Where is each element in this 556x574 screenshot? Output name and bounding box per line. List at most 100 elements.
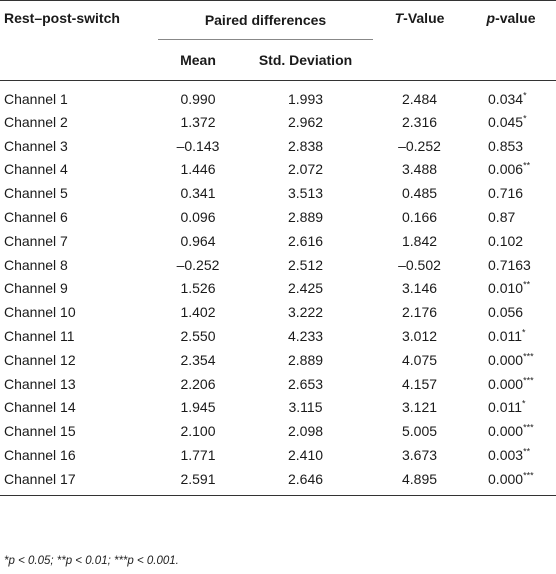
p-value-number: 0.716	[488, 185, 524, 202]
cell-std: 2.889	[287, 209, 324, 226]
cell-channel: Channel 6	[4, 209, 68, 226]
cell-p-value: 0.000***	[466, 372, 556, 396]
table-row: Channel 9 1.526 2.425 3.146 0.010**	[0, 277, 556, 301]
cell-channel: Channel 3	[4, 137, 68, 154]
p-value-number: 0.034	[488, 90, 524, 107]
cell-p-value: 0.716	[466, 181, 556, 205]
cell-p-value: 0.045*	[466, 110, 556, 134]
cell-channel: Channel 17	[0, 466, 158, 496]
significance-marker: *	[522, 327, 526, 338]
cell-p-value: 0.000***	[466, 419, 556, 443]
cell-mean: 0.341	[180, 185, 216, 202]
cell-std: 3.222	[287, 304, 324, 321]
cell-p-value: 0.006**	[466, 158, 556, 182]
cell-mean: 2.591	[158, 466, 238, 496]
cell-p-value: 0.011*	[466, 324, 556, 348]
cell-channel: Channel 4	[4, 161, 68, 178]
significance-marker: ***	[523, 375, 534, 385]
cell-channel: Channel 2	[4, 113, 68, 130]
cell-mean: 1.771	[180, 447, 216, 464]
cell-std: 2.889	[287, 351, 324, 368]
cell-channel: Channel 1	[4, 90, 68, 107]
cell-mean: 1.402	[180, 304, 216, 321]
header-t-suffix: -Value	[403, 10, 445, 26]
cell-mean: 1.945	[180, 399, 216, 416]
p-value-number: 0.7163	[488, 256, 531, 273]
table-footnote: *p < 0.05; **p < 0.01; ***p < 0.001.	[4, 555, 179, 567]
cell-channel: Channel 5	[4, 185, 68, 202]
cell-mean: 0.096	[180, 209, 216, 226]
significance-marker: **	[523, 279, 531, 290]
p-value-number: 0.102	[488, 232, 524, 249]
cell-t-value: 0.485	[401, 185, 438, 202]
cell-channel: Channel 16	[4, 447, 76, 464]
cell-channel: Channel 13	[4, 375, 76, 392]
cell-p-value: 0.034*	[466, 81, 556, 111]
significance-marker: **	[523, 446, 531, 457]
cell-mean: –0.252	[176, 256, 220, 273]
p-value-number: 0.003	[488, 447, 524, 464]
table-row: Channel 11 2.550 4.233 3.012 0.011*	[0, 324, 556, 348]
p-value-number: 0.853	[488, 137, 524, 154]
cell-t-value: 2.484	[401, 90, 438, 107]
cell-std: 2.838	[287, 137, 324, 154]
cell-p-value: 0.102	[466, 229, 556, 253]
header-paired-differences: Paired differences	[158, 0, 374, 40]
p-value-number: 0.011	[488, 399, 523, 416]
table-row: Channel 1 0.990 1.993 2.484 0.034*	[0, 81, 556, 111]
significance-marker: ***	[523, 470, 534, 481]
table-row: Channel 5 0.341 3.513 0.485 0.716	[0, 181, 556, 205]
cell-std: 2.072	[287, 161, 324, 178]
cell-t-value: 4.895	[373, 466, 467, 496]
header-t-value: T-Value	[373, 0, 467, 81]
header-p-letter: p	[486, 10, 496, 26]
cell-t-value: 2.176	[401, 304, 438, 321]
cell-t-value: 3.488	[401, 161, 438, 178]
cell-p-value: 0.011*	[466, 396, 556, 420]
cell-channel: Channel 8	[4, 256, 68, 273]
cell-channel: Channel 10	[4, 304, 76, 321]
cell-channel: Channel 12	[4, 351, 76, 368]
p-value-number: 0.000	[488, 470, 524, 487]
cell-t-value: 1.842	[401, 232, 438, 249]
cell-channel: Channel 11	[4, 328, 75, 345]
cell-t-value: –0.502	[398, 256, 441, 273]
cell-t-value: –0.252	[398, 137, 441, 154]
cell-std: 2.646	[238, 466, 374, 496]
cell-t-value: 3.012	[401, 328, 438, 345]
cell-t-value: 3.673	[401, 447, 438, 464]
header-std-deviation: Std. Deviation	[238, 39, 374, 81]
p-value-number: 0.87	[488, 209, 516, 226]
cell-std: 2.616	[287, 232, 324, 249]
cell-std: 3.115	[288, 399, 323, 416]
cell-p-value: 0.056	[466, 300, 556, 324]
cell-t-value: 2.316	[401, 113, 438, 130]
significance-marker: *	[523, 89, 527, 100]
table-row: Channel 2 1.372 2.962 2.316 0.045*	[0, 110, 556, 134]
table-row: Channel 15 2.100 2.098 5.005 0.000***	[0, 419, 556, 443]
cell-std: 4.233	[287, 328, 324, 345]
significance-marker: **	[523, 160, 531, 171]
cell-mean: 2.550	[180, 328, 216, 345]
cell-p-value: 0.010**	[466, 277, 556, 301]
table-header: Rest–post-switch Paired differences T-Va…	[0, 0, 556, 81]
header-t-letter: T	[394, 10, 404, 26]
cell-mean: –0.143	[176, 137, 220, 154]
cell-p-value: 0.853	[466, 134, 556, 158]
header-row-label: Rest–post-switch	[0, 0, 158, 81]
table-row: Channel 14 1.945 3.115 3.121 0.011*	[0, 396, 556, 420]
p-value-number: 0.000	[488, 375, 524, 392]
p-value-number: 0.045	[488, 113, 524, 130]
cell-t-value: 0.166	[401, 209, 438, 226]
significance-marker: ***	[523, 351, 534, 362]
cell-mean: 0.990	[180, 90, 216, 107]
header-p-value: p-value	[466, 0, 556, 81]
cell-t-value: 4.075	[401, 351, 438, 368]
table-row: Channel 10 1.402 3.222 2.176 0.056	[0, 300, 556, 324]
significance-marker: ***	[523, 422, 534, 433]
cell-t-value: 3.146	[401, 280, 438, 297]
p-value-number: 0.006	[488, 161, 524, 178]
cell-p-value: 0.000***	[466, 466, 556, 496]
